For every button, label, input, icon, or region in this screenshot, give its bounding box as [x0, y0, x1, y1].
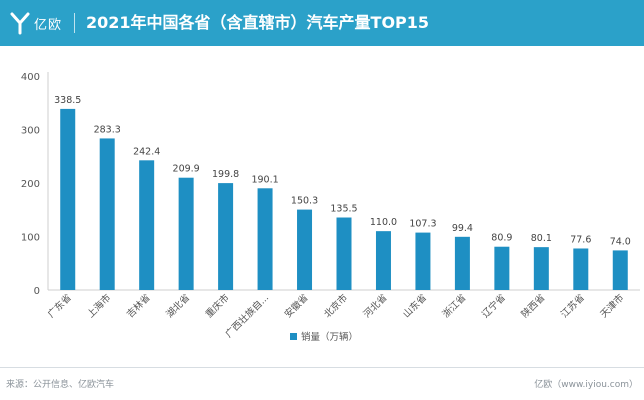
bar [573, 248, 589, 290]
bar [60, 108, 76, 290]
bar-value-label: 74.0 [610, 236, 631, 247]
bar [375, 231, 391, 290]
y-tick-label: 300 [21, 126, 40, 137]
bar-value-label: 338.5 [54, 95, 81, 106]
y-tick-label: 400 [21, 72, 40, 83]
bar-chart: 0 100 200 300 400 338.5 广东省 283.3 上海市 242.4 吉林省 209… [21, 72, 640, 343]
bar [454, 236, 470, 290]
x-category-label: 陕西省 [519, 292, 548, 321]
bar [336, 217, 352, 290]
bar [178, 177, 194, 290]
header-divider [74, 13, 75, 33]
bar [218, 183, 234, 290]
footer-divider [0, 367, 644, 368]
header-bar: 亿欧 2021年中国各省（含直辖市）汽车产量TOP15 [0, 0, 644, 46]
bar-value-label: 190.1 [251, 174, 278, 185]
bar-value-label: 209.9 [173, 164, 200, 175]
x-category-label: 吉林省 [124, 292, 153, 321]
bar [99, 138, 115, 290]
brand-logo: 亿欧 [10, 11, 62, 35]
bar-value-label: 80.1 [531, 233, 552, 244]
bar-value-label: 150.3 [291, 196, 318, 207]
source-note: 来源：公开信息、亿欧汽车 [6, 380, 115, 390]
bar [533, 247, 549, 290]
x-category-label: 天津市 [598, 291, 627, 320]
yiou-logo-icon [10, 12, 30, 35]
bar-value-label: 77.6 [570, 234, 591, 245]
legend-swatch [290, 333, 297, 340]
x-category-label: 北京市 [321, 291, 350, 320]
bar [297, 209, 313, 290]
bar-value-label: 283.3 [94, 124, 121, 135]
y-tick-label: 100 [21, 233, 40, 244]
x-category-label: 上海市 [85, 291, 114, 320]
y-tick-label: 200 [21, 179, 40, 190]
x-category-label: 重庆市 [203, 291, 232, 320]
x-category-label: 湖北省 [164, 292, 193, 321]
legend-label: 销量（万辆） [301, 331, 358, 343]
x-category-label: 广东省 [45, 292, 74, 321]
bar [139, 160, 155, 290]
bar-value-label: 242.4 [133, 146, 160, 157]
brand-logo-text: 亿欧 [34, 17, 63, 33]
x-category-label: 山东省 [400, 292, 429, 321]
bar [257, 188, 273, 290]
x-category-label: 江苏省 [558, 292, 587, 321]
bar-value-label: 99.4 [452, 223, 473, 234]
bar [612, 250, 628, 290]
bar-value-label: 199.8 [212, 169, 239, 180]
y-tick-label: 0 [34, 286, 40, 297]
page-title: 2021年中国各省（含直辖市）汽车产量TOP15 [86, 13, 430, 32]
x-category-label: 安徽省 [282, 292, 311, 321]
bar [494, 246, 510, 290]
bar-value-label: 80.9 [491, 233, 512, 244]
bar [415, 232, 431, 290]
bar-value-label: 110.0 [370, 217, 397, 228]
brand-site: 亿欧（www.iyiou.com） [534, 380, 638, 390]
bar-value-label: 135.5 [330, 204, 357, 215]
x-category-label: 辽宁省 [479, 292, 508, 321]
x-category-label: 河北省 [361, 292, 390, 321]
chart-area: 0 100 200 300 400 338.5 广东省 283.3 上海市 242.4 吉林省 209… [0, 46, 644, 366]
x-category-label: 浙江省 [440, 292, 469, 321]
bar-value-label: 107.3 [409, 219, 436, 230]
